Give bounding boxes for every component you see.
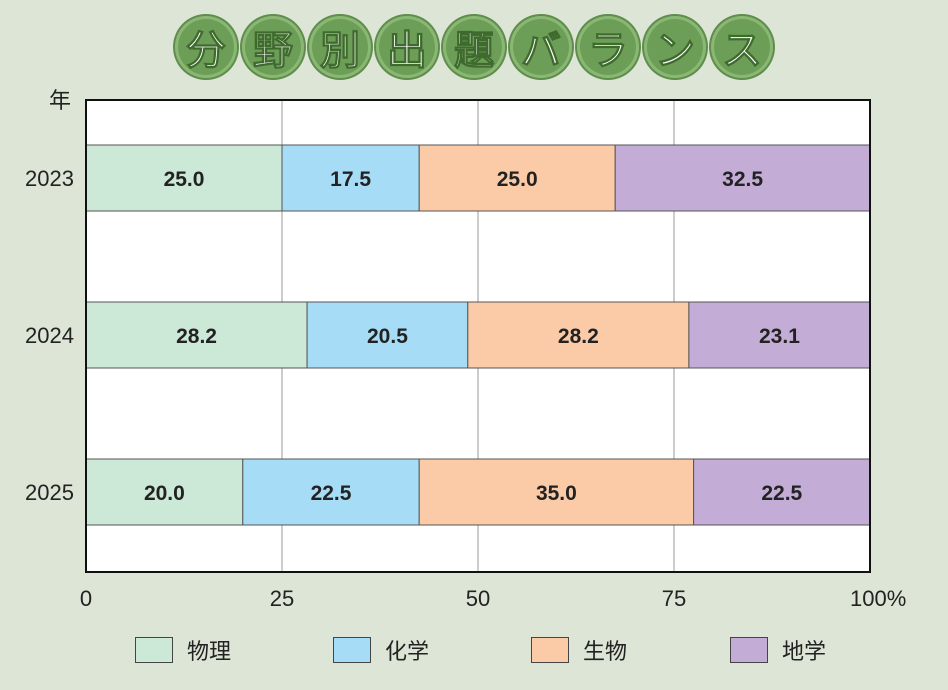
data-label: 28.2 xyxy=(176,325,217,348)
x-tick-label: 75 xyxy=(662,586,686,611)
legend-swatch xyxy=(135,637,173,663)
bar-segment xyxy=(418,458,695,526)
data-label: 20.5 xyxy=(367,325,408,348)
data-label: 17.5 xyxy=(330,168,371,191)
legend-label: 地学 xyxy=(782,640,827,665)
data-label: 23.1 xyxy=(759,325,800,348)
bar-segment xyxy=(467,301,690,369)
bar-segment xyxy=(306,301,469,369)
data-label: 20.0 xyxy=(144,482,185,505)
x-tick-label: 100% xyxy=(850,586,906,611)
legend-swatch xyxy=(333,637,371,663)
title-char: 別 xyxy=(309,16,371,78)
x-tick-label: 50 xyxy=(466,586,490,611)
legend-item: 地学 xyxy=(730,630,826,670)
title-char: ス xyxy=(711,16,773,78)
bar-segment xyxy=(85,144,283,212)
y-tick-label: 2024 xyxy=(25,323,74,348)
data-label: 25.0 xyxy=(497,168,538,191)
title-char: 題 xyxy=(443,16,505,78)
legend-item: 化学 xyxy=(333,630,429,670)
y-tick-label: 2025 xyxy=(25,480,74,505)
legend-label: 化学 xyxy=(385,640,430,665)
title-char: ラ xyxy=(577,16,639,78)
title-char: バ xyxy=(510,16,572,78)
legend-item: 生物 xyxy=(531,630,627,670)
legend-label: 物理 xyxy=(187,640,232,665)
x-tick-label: 25 xyxy=(270,586,294,611)
bar-segment xyxy=(242,458,420,526)
title-char: 野 xyxy=(242,16,304,78)
plot-frame xyxy=(85,99,871,573)
legend-swatch xyxy=(531,637,569,663)
x-tick-label: 0 xyxy=(80,586,92,611)
y-axis-label: 年 xyxy=(49,88,71,113)
bar-segment xyxy=(85,458,244,526)
bar-segment xyxy=(281,144,420,212)
bar-segment xyxy=(418,144,616,212)
title-char: 分 xyxy=(175,16,237,78)
legend-swatch xyxy=(730,637,768,663)
data-label: 32.5 xyxy=(722,168,763,191)
bar-segment xyxy=(693,458,871,526)
data-label: 22.5 xyxy=(761,482,802,505)
bar-segment xyxy=(614,144,871,212)
title-char: 出 xyxy=(376,16,438,78)
data-label: 35.0 xyxy=(536,482,577,505)
chart-title: 分野別出題バランス xyxy=(0,12,948,82)
data-label: 22.5 xyxy=(311,482,352,505)
data-label: 28.2 xyxy=(558,325,599,348)
title-char: ン xyxy=(644,16,706,78)
stacked-bar-chart: 25.0 17.5 25.0 32.5 2023 28.2 20.5 28.2 23.1 2024… xyxy=(25,88,906,611)
y-tick-label: 2023 xyxy=(25,166,74,191)
bar-segment xyxy=(688,301,871,369)
legend-label: 生物 xyxy=(583,640,628,665)
bar-segment xyxy=(85,301,308,369)
legend: 物理 化学 生物 地学 xyxy=(0,630,948,670)
legend-item: 物理 xyxy=(135,630,231,670)
data-label: 25.0 xyxy=(164,168,205,191)
